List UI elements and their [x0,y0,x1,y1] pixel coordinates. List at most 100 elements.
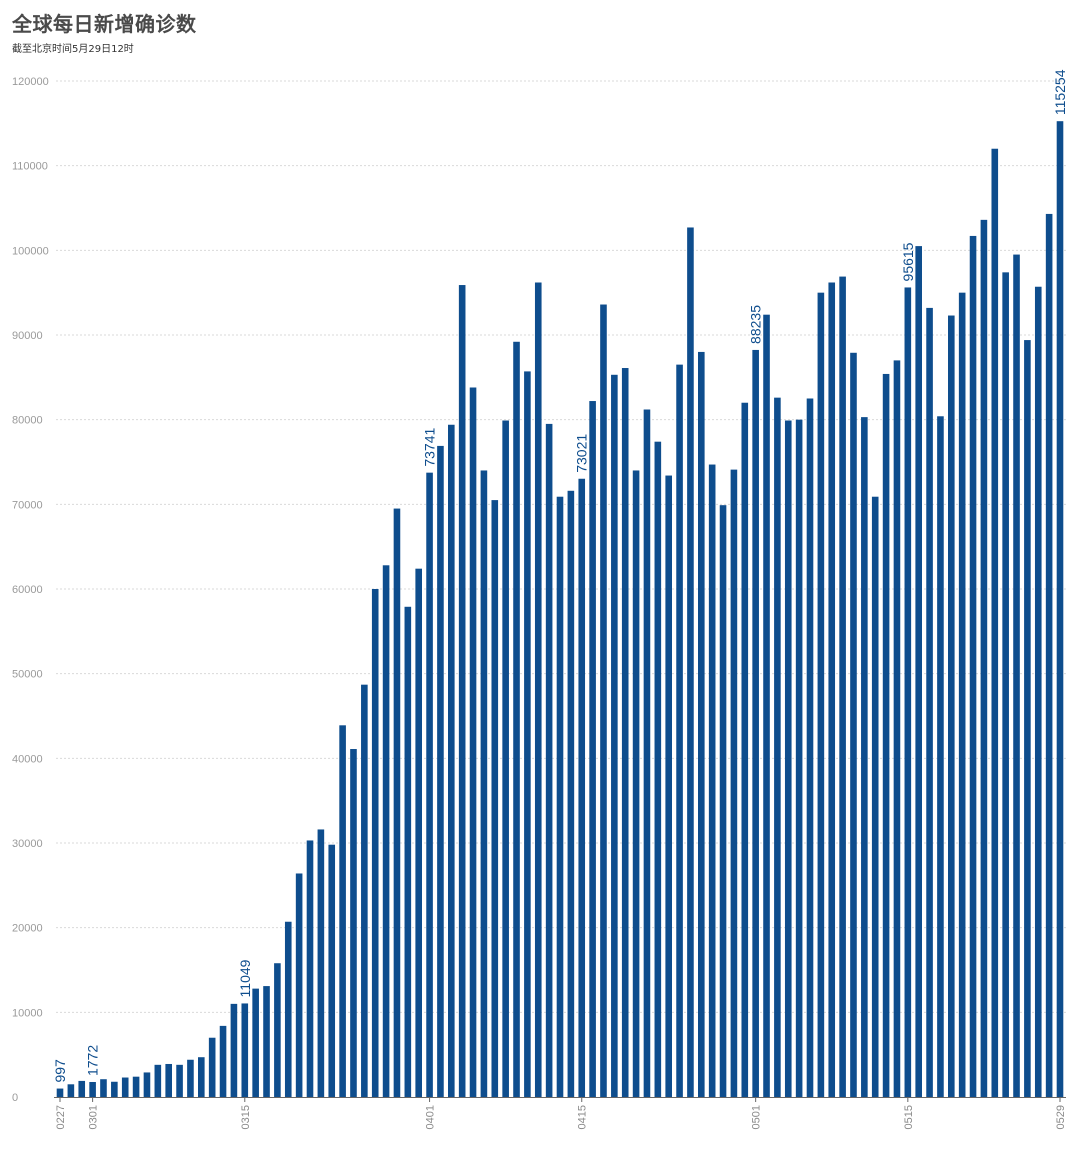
bar-0521 [969,235,977,1097]
bar-0425 [687,227,694,1097]
bar-0401 [426,472,433,1097]
bar-0504 [784,420,792,1098]
y-tick-label: 60000 [12,584,43,596]
bar-0304 [121,1077,129,1097]
bar-0524 [1002,272,1009,1097]
bar-0407 [491,500,499,1098]
bar-0319 [284,921,292,1097]
bar-0416 [589,401,596,1097]
bar-0314 [230,1003,238,1097]
bar-0419 [621,368,629,1097]
x-axis-ticks: 0227 0301 0315 0401 0415 0501 0515 0529 [55,1097,1067,1129]
bar-0410 [524,371,531,1097]
x-tick-label: 0315 [240,1105,252,1129]
bar-0324 [339,725,346,1097]
bar-0505 [795,419,803,1098]
bar-0429 [730,469,738,1097]
y-tick-label: 90000 [12,330,43,342]
bar-0527 [1034,286,1042,1097]
bar-0303 [111,1081,118,1097]
data-label: 1772 [85,1045,101,1076]
bar-0301 [89,1081,96,1097]
bar-0515 [904,287,912,1097]
bar-0326 [361,684,368,1097]
bar-0417 [600,304,607,1097]
bar-0525 [1013,254,1020,1098]
bar-0529 [1056,121,1064,1097]
bar-0422 [654,441,662,1097]
y-tick-label: 70000 [12,499,43,511]
bar-0409 [513,341,520,1098]
bar-0511 [861,417,868,1097]
data-label: 88235 [748,305,764,344]
bar-0323 [328,844,336,1097]
data-label: 73741 [422,428,438,467]
bar-0421 [643,409,651,1097]
bar-0426 [698,351,705,1097]
data-label: 115254 [1052,69,1068,115]
bar-0403 [448,424,455,1097]
x-tick-label: 0515 [903,1105,915,1129]
bar-0311 [198,1057,205,1097]
bar-0309 [176,1064,183,1097]
bar-0331 [415,568,422,1097]
bar-0325 [350,749,357,1097]
bars [56,121,1064,1098]
bar-0510 [850,352,857,1097]
bar-0519 [948,315,955,1097]
bar-0528 [1045,213,1053,1098]
bar-0501 [752,349,759,1097]
bar-0508 [828,282,836,1097]
bar-0317 [263,986,270,1097]
y-tick-label: 30000 [12,838,43,850]
bar-0402 [437,445,444,1097]
y-tick-label: 80000 [12,415,43,427]
bar-0313 [219,1025,227,1097]
bar-0509 [839,276,846,1098]
bar-0520 [958,292,966,1098]
y-tick-label: 0 [12,1092,18,1104]
y-tick-label: 10000 [12,1007,43,1019]
bar-0507 [817,292,825,1098]
bar-0430 [741,402,749,1097]
bar-0307 [154,1064,162,1097]
bar-0310 [187,1059,194,1097]
bar-0329 [393,508,401,1098]
bar-0316 [252,988,259,1097]
bar-0306 [143,1072,151,1097]
bar-0517 [926,307,933,1097]
data-label: 95615 [900,242,916,281]
bar-0228 [67,1084,75,1097]
y-tick-label: 20000 [12,923,43,935]
bar-0522 [980,219,988,1097]
y-tick-label: 100000 [12,245,49,257]
bar-0526 [1024,340,1031,1098]
bar-0503 [774,397,781,1097]
bar-0305 [132,1076,140,1097]
bar-0415 [578,478,586,1098]
bar-0315 [241,1003,249,1097]
bar-0420 [632,470,640,1097]
bar-0328 [382,565,390,1097]
data-label: 11049 [237,959,253,997]
bar-0404 [458,285,466,1098]
bar-0424 [676,364,683,1098]
bar-0327 [371,589,379,1097]
bar-0518 [937,416,944,1097]
bar-0423 [665,475,672,1098]
chart-subtitle: 截至北京时间5月29日12时 [12,44,134,55]
bar-0405 [469,387,477,1097]
y-tick-label: 120000 [12,76,49,88]
bar-0308 [165,1063,172,1097]
x-tick-label: 0501 [751,1105,763,1129]
x-tick-label: 0529 [1055,1105,1067,1129]
y-axis-ticks: 0 10000 20000 30000 40000 50000 60000 70000 8000… [12,76,49,1104]
bar-0512 [871,496,879,1097]
bar-0514 [893,360,901,1097]
bar-0320 [295,873,303,1097]
bar-0411 [534,282,542,1097]
bar-0321 [306,840,314,1097]
bar-0229 [78,1080,86,1097]
data-label: 997 [52,1059,68,1083]
